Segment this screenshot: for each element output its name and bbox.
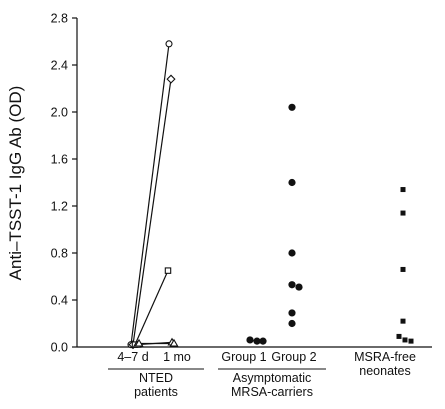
filled-square-point bbox=[400, 266, 406, 272]
filled-circle-point bbox=[288, 178, 296, 187]
filled-square-point bbox=[408, 338, 414, 344]
filled-circle-point bbox=[288, 319, 296, 328]
filled-square-point bbox=[400, 318, 406, 324]
filled-circle-point bbox=[288, 249, 296, 257]
filled-circle-point bbox=[259, 337, 267, 345]
y-tick-label: 0.4 bbox=[51, 294, 68, 308]
filled-square-point bbox=[396, 333, 402, 339]
open-triangle-point bbox=[134, 338, 144, 347]
filled-circle-point bbox=[288, 309, 296, 317]
x-tick-label: Group 2 bbox=[271, 350, 316, 364]
filled-square-point bbox=[400, 210, 406, 216]
group-label: neonates bbox=[359, 364, 410, 378]
filled-circle-point bbox=[295, 283, 303, 291]
open-diamond-point bbox=[166, 74, 176, 84]
filled-square-point bbox=[402, 337, 408, 343]
filled-circle-point bbox=[288, 103, 296, 111]
y-axis-label: Anti–TSST-1 IgG Ab (OD) bbox=[6, 86, 25, 281]
x-tick-label: 1 mo bbox=[163, 350, 191, 364]
group-label: MRSA-carriers bbox=[231, 385, 313, 399]
group-label: MSRA-free bbox=[354, 350, 416, 364]
y-tick-label: 2.8 bbox=[51, 12, 68, 26]
x-tick-label: Group 1 bbox=[221, 350, 266, 364]
group-label: Asymptomatic bbox=[233, 371, 312, 385]
y-tick-label: 1.6 bbox=[51, 153, 68, 167]
group-label: patients bbox=[134, 385, 178, 399]
filled-circle-point bbox=[253, 337, 261, 345]
open-triangle-point bbox=[169, 338, 179, 347]
filled-circle-point bbox=[288, 281, 296, 289]
axes bbox=[76, 18, 432, 348]
y-tick-label: 1.2 bbox=[51, 200, 68, 214]
y-tick-label: 0.8 bbox=[51, 247, 68, 261]
nted-pair-line bbox=[130, 43, 170, 345]
open-square-point bbox=[164, 267, 172, 274]
nted-pair-line bbox=[134, 270, 169, 345]
nted-pair-line bbox=[132, 79, 172, 345]
y-tick-label: 2.4 bbox=[51, 59, 68, 73]
group-label: NTED bbox=[139, 371, 173, 385]
open-circle-point bbox=[165, 40, 173, 48]
filled-circle-point bbox=[246, 336, 254, 344]
x-tick-label: 4–7 d bbox=[117, 350, 148, 364]
y-tick-label: 2.0 bbox=[51, 106, 68, 120]
filled-square-point bbox=[400, 187, 406, 193]
y-tick-label: 0.0 bbox=[51, 341, 68, 355]
